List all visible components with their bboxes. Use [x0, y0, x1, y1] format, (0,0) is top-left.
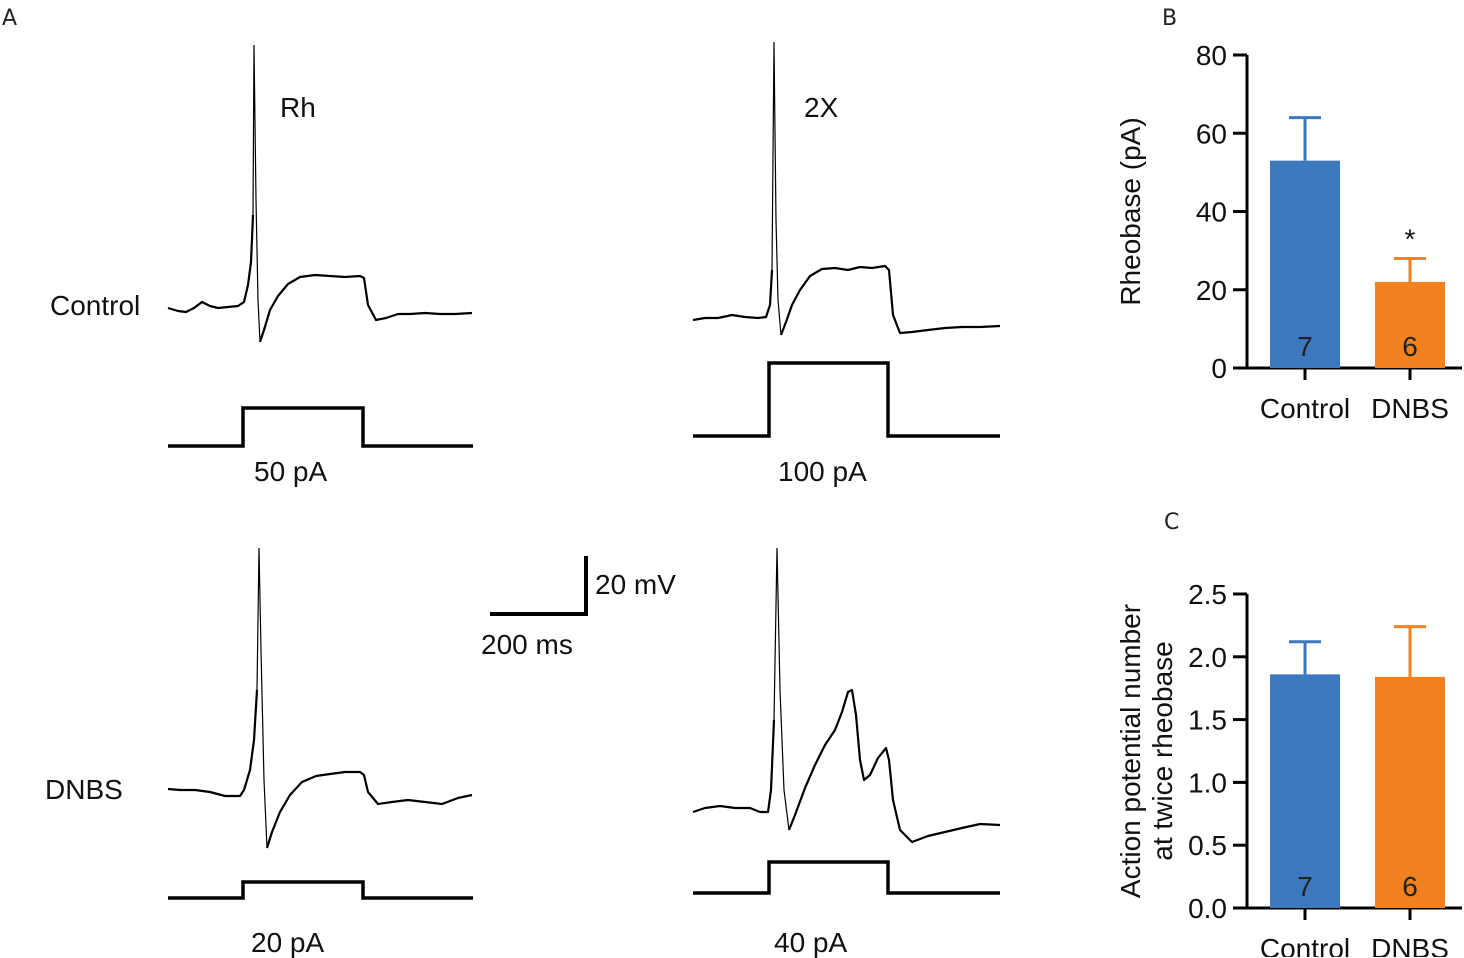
n-label: 7 [1297, 331, 1313, 362]
y-tick-label: 0 [1211, 353, 1227, 384]
row-label-control: Control [50, 290, 141, 321]
x-tick-label: Control [1260, 393, 1350, 424]
y-tick-label: 1.0 [1188, 767, 1227, 798]
col-label-rh: Rh [280, 92, 316, 123]
trace-control-2x-spike [771, 41, 782, 336]
x-tick-label: DNBS [1371, 393, 1449, 424]
col-label-2x: 2X [804, 92, 839, 123]
trace-control-rh-voltage [167, 214, 255, 314]
y-tick-label: 1.5 [1188, 705, 1227, 736]
scale-bar-voltage-label: 20 mV [595, 569, 676, 600]
trace-dnbs-2x-voltage-tail [787, 688, 1001, 844]
panel-label-a: A [2, 6, 18, 31]
y-tick-label: 2.5 [1188, 579, 1227, 610]
y-axis-label-line: Action potential number [1115, 604, 1146, 898]
n-label: 6 [1402, 871, 1418, 902]
y-tick-label: 0.5 [1188, 830, 1227, 861]
stim-label-dnbs-rh: 20 pA [251, 927, 325, 958]
panel-label-c: C [1164, 510, 1180, 535]
bar-dnbs [1375, 676, 1445, 908]
row-label-dnbs: DNBS [45, 774, 123, 805]
trace-control-rh-voltage-tail [258, 273, 473, 343]
trace-dnbs-rh-spike [256, 547, 268, 849]
significance-marker: * [1405, 223, 1416, 254]
bar-dnbs [1375, 281, 1445, 368]
trace-dnbs-rh-current [168, 880, 473, 900]
trace-dnbs-2x-spike [773, 547, 790, 831]
scale-bar-time-label: 200 ms [481, 629, 573, 660]
trace-control-rh-spike [252, 44, 261, 343]
trace-dnbs-rh-voltage [167, 689, 259, 798]
y-tick-label: 2.0 [1188, 642, 1227, 673]
trace-dnbs-rh-voltage-tail [265, 770, 473, 849]
trace-control-rh-current [168, 406, 473, 448]
y-tick-label: 80 [1196, 40, 1227, 71]
stim-label-dnbs-2x: 40 pA [774, 927, 848, 958]
y-tick-label: 40 [1196, 197, 1227, 228]
scale-bar [490, 556, 588, 616]
trace-dnbs-2x-voltage [692, 719, 776, 814]
bar-control [1270, 160, 1340, 368]
y-axis-label-line: at twice rheobase [1147, 641, 1178, 860]
trace-control-2x-current [693, 361, 1000, 438]
n-label: 6 [1402, 331, 1418, 362]
stim-label-control-rh: 50 pA [254, 456, 328, 487]
trace-control-2x-voltage [692, 269, 774, 322]
trace-control-2x-voltage-tail [779, 264, 1001, 336]
y-tick-label: 60 [1196, 118, 1227, 149]
bar-control [1270, 674, 1340, 908]
y-axis-label: Rheobase (pA) [1115, 117, 1146, 305]
y-tick-label: 20 [1196, 275, 1227, 306]
panel-label-b: B [1162, 6, 1178, 31]
y-tick-label: 0.0 [1188, 893, 1227, 924]
trace-dnbs-2x-current [693, 860, 1000, 895]
x-tick-label: DNBS [1371, 933, 1449, 957]
stim-label-control-2x: 100 pA [778, 456, 867, 487]
x-tick-label: Control [1260, 933, 1350, 957]
n-label: 7 [1297, 871, 1313, 902]
